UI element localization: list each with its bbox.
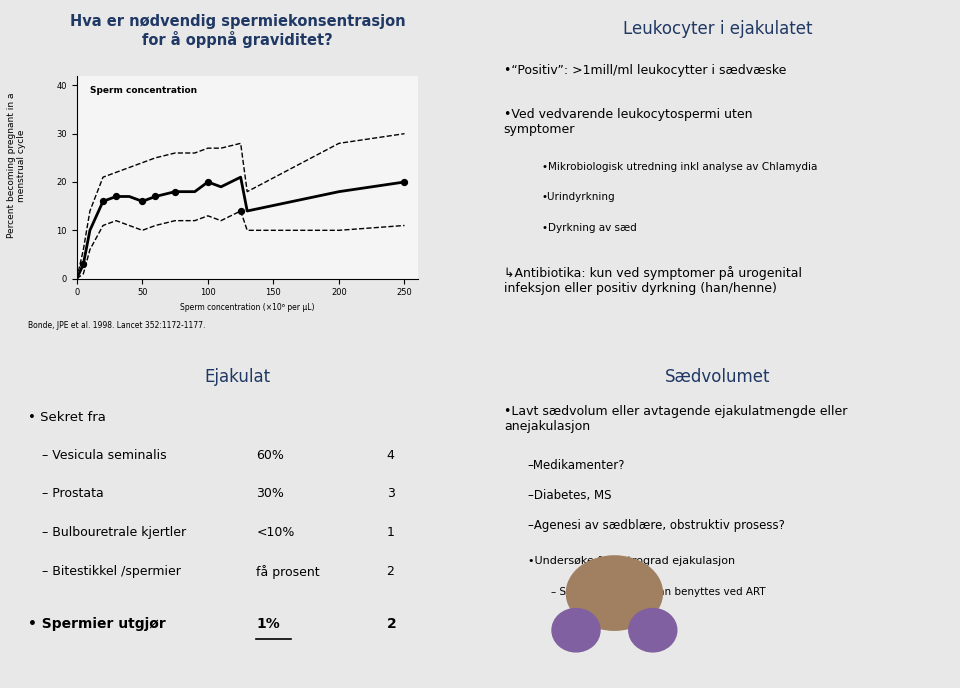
Text: –Agenesi av sædblære, obstruktiv prosess?: –Agenesi av sædblære, obstruktiv prosess… xyxy=(528,519,784,533)
Text: Leukocyter i ejakulatet: Leukocyter i ejakulatet xyxy=(623,21,812,39)
Text: Bonde, JPE et al. 1998. Lancet 352:1172-1177.: Bonde, JPE et al. 1998. Lancet 352:1172-… xyxy=(28,321,205,330)
Text: 2: 2 xyxy=(387,565,395,578)
Text: 3: 3 xyxy=(387,487,395,500)
Text: Percent becoming pregnant in a
menstrual cycle: Percent becoming pregnant in a menstrual… xyxy=(7,92,26,238)
Text: •“Positiv”: >1mill/ml leukocytter i sædvæske: •“Positiv”: >1mill/ml leukocytter i sædv… xyxy=(504,64,786,77)
Text: <10%: <10% xyxy=(256,526,295,539)
Text: 4: 4 xyxy=(387,449,395,462)
Text: Sædvolumet: Sædvolumet xyxy=(665,367,770,385)
Text: ↳Antibiotika: kun ved symptomer på urogenital
infeksjon eller positiv dyrkning (: ↳Antibiotika: kun ved symptomer på uroge… xyxy=(504,266,802,295)
Point xyxy=(167,186,182,197)
Text: –Medikamenter?: –Medikamenter? xyxy=(528,459,625,471)
Point xyxy=(201,177,216,188)
Point xyxy=(148,191,163,202)
Point xyxy=(134,196,150,207)
Text: få prosent: få prosent xyxy=(256,565,320,579)
Text: – Vesicula seminalis: – Vesicula seminalis xyxy=(42,449,167,462)
Point xyxy=(233,206,249,217)
Point xyxy=(396,177,412,188)
Text: – Spermier fra urin kan benyttes ved ART: – Spermier fra urin kan benyttes ved ART xyxy=(551,587,766,596)
Text: • Sekret fra: • Sekret fra xyxy=(28,411,106,424)
Text: Ejakulat: Ejakulat xyxy=(204,367,271,385)
Text: 1: 1 xyxy=(387,526,395,539)
Ellipse shape xyxy=(552,609,600,652)
Text: 30%: 30% xyxy=(256,487,284,500)
Text: – Bulbouretrale kjertler: – Bulbouretrale kjertler xyxy=(42,526,186,539)
Text: •Ved vedvarende leukocytospermi uten
symptomer: •Ved vedvarende leukocytospermi uten sym… xyxy=(504,108,753,136)
Text: » Lav pH: » Lav pH xyxy=(575,614,620,624)
Text: 60%: 60% xyxy=(256,449,284,462)
Text: •Urindyrkning: •Urindyrkning xyxy=(541,192,615,202)
Text: 2: 2 xyxy=(387,617,396,631)
X-axis label: Sperm concentration (×10⁶ per μL): Sperm concentration (×10⁶ per μL) xyxy=(180,303,315,312)
Text: •Lavt sædvolum eller avtagende ejakulatmengde eller
anejakulasjon: •Lavt sædvolum eller avtagende ejakulatm… xyxy=(504,405,847,433)
Point xyxy=(108,191,124,202)
Point xyxy=(95,196,110,207)
Text: •Dyrkning av sæd: •Dyrkning av sæd xyxy=(541,223,636,233)
Text: Sperm concentration: Sperm concentration xyxy=(90,86,198,95)
Text: • Spermier utgjør: • Spermier utgjør xyxy=(28,617,166,631)
Ellipse shape xyxy=(566,556,662,630)
Point xyxy=(76,259,91,270)
Text: – Prostata: – Prostata xyxy=(42,487,104,500)
Text: •Mikrobiologisk utredning inkl analyse av Chlamydia: •Mikrobiologisk utredning inkl analyse a… xyxy=(541,162,817,172)
Text: – Bitestikkel /spermier: – Bitestikkel /spermier xyxy=(42,565,180,578)
Text: 1%: 1% xyxy=(256,617,280,631)
Text: Hva er nødvendig spermiekonsentrasjon
for å oppnå graviditet?: Hva er nødvendig spermiekonsentrasjon fo… xyxy=(70,14,405,48)
Ellipse shape xyxy=(629,609,677,652)
Text: •Undersøke for retrograd ejakulasjon: •Undersøke for retrograd ejakulasjon xyxy=(528,557,734,566)
Text: –Diabetes, MS: –Diabetes, MS xyxy=(528,489,611,502)
